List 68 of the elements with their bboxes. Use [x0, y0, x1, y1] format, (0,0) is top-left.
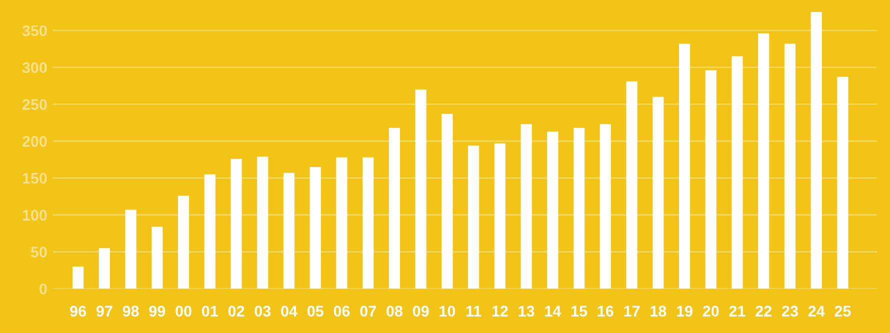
bar	[520, 124, 532, 289]
bar	[600, 124, 611, 289]
bar	[810, 12, 822, 289]
y-tick-label: 0	[40, 284, 47, 294]
bar	[310, 166, 321, 289]
x-tick-label: 01	[202, 306, 218, 317]
x-tick-label: 03	[254, 306, 271, 317]
x-tick-label: 08	[386, 306, 402, 317]
bar	[547, 132, 558, 289]
y-tick-label: 150	[22, 172, 47, 184]
x-tick-label: 19	[676, 306, 692, 317]
bar	[705, 70, 716, 289]
x-tick-label: 22	[756, 306, 772, 316]
x-tick-label: 14	[545, 306, 562, 316]
x-tick-label: 99	[149, 306, 166, 317]
x-tick-label: 09	[412, 306, 429, 317]
bar	[415, 89, 426, 289]
bar	[837, 76, 848, 289]
y-tick-label: 350	[22, 25, 47, 36]
bar	[336, 157, 348, 289]
x-tick-label: 15	[572, 306, 588, 317]
bar	[494, 143, 506, 289]
bar	[574, 128, 585, 289]
x-tick-label: 25	[834, 306, 851, 317]
x-tick-label: 24	[808, 306, 825, 316]
bar	[626, 81, 638, 289]
x-tick-label: 12	[492, 306, 508, 316]
x-tick-label: 98	[122, 306, 139, 317]
bar	[72, 266, 84, 289]
x-tick-label: 11	[466, 306, 482, 316]
bar	[468, 146, 480, 289]
x-tick-label: 18	[650, 306, 666, 317]
x-tick-label: 13	[518, 306, 534, 317]
y-tick-label: 100	[22, 210, 47, 221]
x-tick-label: 04	[281, 306, 298, 317]
bar	[784, 44, 796, 289]
bar	[152, 226, 163, 289]
y-tick-label: 50	[30, 246, 47, 258]
bar	[98, 248, 110, 289]
x-tick-label: 00	[176, 306, 192, 317]
bar	[125, 210, 136, 289]
y-tick-label: 200	[22, 136, 47, 147]
bar	[362, 157, 374, 289]
x-tick-label: 10	[440, 306, 456, 317]
bar	[732, 56, 743, 289]
bar	[283, 172, 295, 289]
bar	[257, 156, 268, 289]
x-tick-label: 21	[729, 306, 746, 316]
x-tick-label: 97	[96, 306, 112, 317]
bar	[204, 174, 216, 289]
x-tick-label: 23	[782, 306, 798, 317]
x-tick-label: 96	[70, 306, 86, 317]
x-tick-label: 06	[334, 306, 350, 317]
x-tick-label: 17	[624, 306, 640, 316]
x-tick-label: 16	[598, 306, 614, 317]
x-tick-label: 07	[360, 306, 376, 317]
x-tick-label: 20	[702, 306, 719, 317]
y-tick-label: 250	[22, 99, 47, 110]
x-tick-label: 05	[307, 306, 324, 317]
bar	[442, 114, 453, 289]
bar	[230, 158, 242, 289]
bar	[758, 33, 770, 289]
bar	[178, 196, 190, 289]
bar	[678, 44, 690, 289]
x-tick-label: 02	[228, 306, 244, 317]
bar	[388, 128, 400, 289]
y-tick-label: 300	[22, 62, 47, 74]
bar	[652, 96, 664, 289]
